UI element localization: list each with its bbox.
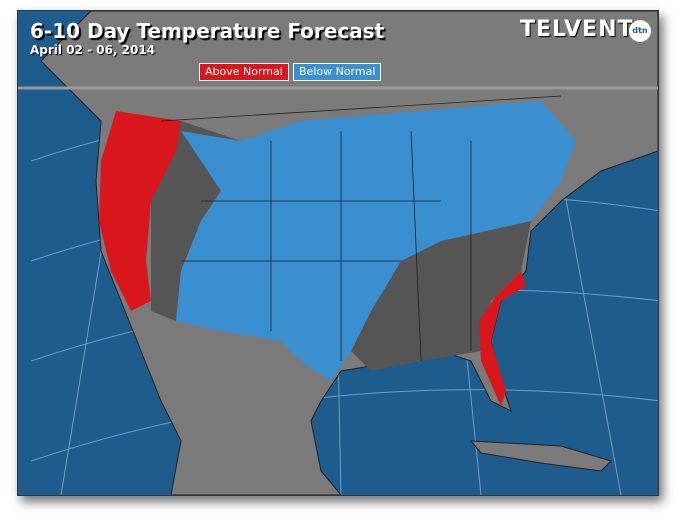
island — [469, 440, 612, 472]
map-frame: 6-10 Day Temperature Forecast April 02 -… — [17, 10, 659, 496]
borders — [160, 95, 562, 362]
date: April 02 - 06, 2014 — [30, 43, 156, 57]
logo-badge: dtn — [629, 20, 651, 42]
normal-region — [351, 221, 531, 371]
above-normal-region — [99, 111, 181, 311]
above-normal-region — [479, 271, 526, 406]
below-normal-region — [176, 101, 576, 381]
title: 6-10 Day Temperature Forecast — [30, 19, 385, 43]
logo: TELVENT — [520, 17, 634, 42]
legend-item: Below Normal — [293, 63, 382, 81]
map — [18, 11, 658, 495]
legend-item: Above Normal — [199, 63, 289, 81]
